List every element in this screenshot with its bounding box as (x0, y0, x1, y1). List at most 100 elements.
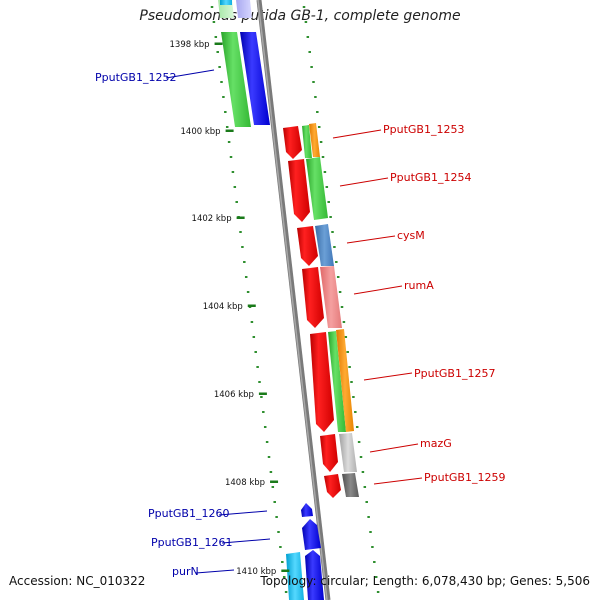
tick-dot (371, 546, 374, 548)
gene-leader-line (373, 477, 423, 485)
tick-dot (282, 576, 286, 578)
ruler-label: 1402 kbp (192, 214, 232, 224)
tick-dot (374, 576, 378, 578)
tick-dot (262, 411, 265, 413)
gene-1257-red (310, 332, 334, 432)
tick-dot (306, 36, 310, 38)
gene-label[interactable]: PputGB1_1259 (424, 471, 505, 484)
tick-dot (314, 96, 317, 98)
ruler-tick (270, 480, 279, 483)
tick-dot (241, 246, 244, 248)
ruler-label: 1400 kbp (181, 127, 221, 137)
gene-leader-line (363, 372, 413, 381)
tick-rails (210, 6, 380, 593)
gene-1259-red (324, 474, 341, 498)
tick-dot (216, 51, 219, 53)
tick-dot (279, 546, 282, 548)
tick-dot (367, 516, 370, 518)
tick-dot (359, 456, 363, 458)
gene-purn-cyan (286, 552, 304, 600)
gene-1254-red (288, 159, 310, 222)
tick-dot (260, 396, 263, 398)
gene-1252-green (221, 32, 251, 127)
gene-label[interactable]: purN (172, 565, 199, 578)
tick-dot (265, 441, 269, 443)
gene-leader-line (369, 443, 419, 453)
tick-dot (210, 6, 214, 8)
tick-dot (229, 156, 233, 158)
tick-dot (342, 321, 346, 323)
gene-features-right (283, 123, 359, 600)
tick-dot (267, 456, 271, 458)
gene-leader-line (339, 177, 389, 187)
tick-dot (363, 486, 367, 488)
accession-text: Accession: NC_010322 (9, 574, 146, 588)
gene-mazg-red (320, 434, 338, 472)
tick-dot (231, 171, 235, 173)
tick-dot (325, 186, 329, 188)
tick-dot (357, 441, 361, 443)
gene-1257-green (328, 331, 346, 432)
tick-dot (338, 291, 342, 293)
tick-dot (312, 81, 315, 83)
gene-1253-green (302, 125, 312, 158)
gene-label[interactable]: rumA (404, 279, 434, 292)
tick-dot (263, 426, 267, 428)
tick-dot (275, 516, 278, 518)
tick-dot (227, 141, 231, 143)
gene-label[interactable]: PputGB1_1260 (148, 507, 229, 520)
gene-label[interactable]: PputGB1_1261 (151, 536, 232, 549)
gene-cysm-red (297, 226, 318, 266)
ruler-label: 1398 kbp (170, 40, 210, 50)
ruler-tick (225, 129, 234, 132)
gene-1261-blue (302, 519, 321, 550)
gene-label[interactable]: PputGB1_1253 (383, 123, 464, 136)
gene-leader-line (353, 285, 403, 295)
tick-dot (284, 591, 288, 593)
tick-dot (369, 531, 372, 533)
gene-label[interactable]: PputGB1_1252 (95, 71, 176, 84)
tick-dot (361, 471, 365, 473)
tick-dot (252, 336, 256, 338)
genome-backbone (256, 0, 331, 600)
tick-dot (308, 51, 311, 53)
tick-dot (277, 531, 280, 533)
gene-label[interactable]: PputGB1_1257 (414, 367, 495, 380)
ruler-tick (214, 42, 223, 45)
tick-dot (329, 216, 332, 218)
gene-cyan-top (220, 0, 232, 5)
ruler-label: 1408 kbp (225, 478, 265, 488)
gene-1253-red (283, 126, 302, 159)
gene-mazg-gray (339, 433, 357, 472)
gene-leader-line (346, 235, 396, 244)
tick-dot (256, 366, 259, 368)
gene-labels: PputGB1_1252 PputGB1_1253 PputGB1_1254 cysM… (95, 69, 505, 578)
gene-leader-line (165, 69, 215, 79)
ruler-tick (258, 392, 267, 395)
tick-dot (354, 411, 357, 413)
gene-1252-blue (240, 32, 270, 125)
gene-ruma-pink (320, 266, 342, 328)
tick-dot (317, 126, 321, 128)
tick-dot (327, 201, 330, 203)
tick-dot (302, 6, 306, 8)
tick-dot (319, 141, 323, 143)
gene-label[interactable]: PputGB1_1254 (390, 171, 471, 184)
tick-dot (376, 591, 380, 593)
ruler-label: 1404 kbp (203, 302, 243, 312)
tick-dot (233, 186, 237, 188)
gene-leader-line (221, 538, 271, 544)
gene-1260-blue (301, 503, 313, 517)
tick-dot (222, 96, 225, 98)
tick-dot (352, 396, 355, 398)
gene-label[interactable]: mazG (420, 437, 452, 450)
tick-dot (346, 351, 349, 353)
gene-features-left (218, 0, 270, 127)
tick-dot (212, 21, 216, 23)
tick-dot (254, 351, 257, 353)
tick-dot (373, 561, 376, 563)
tick-dot (344, 336, 348, 338)
gene-label[interactable]: cysM (397, 229, 425, 242)
tick-dot (239, 231, 242, 233)
